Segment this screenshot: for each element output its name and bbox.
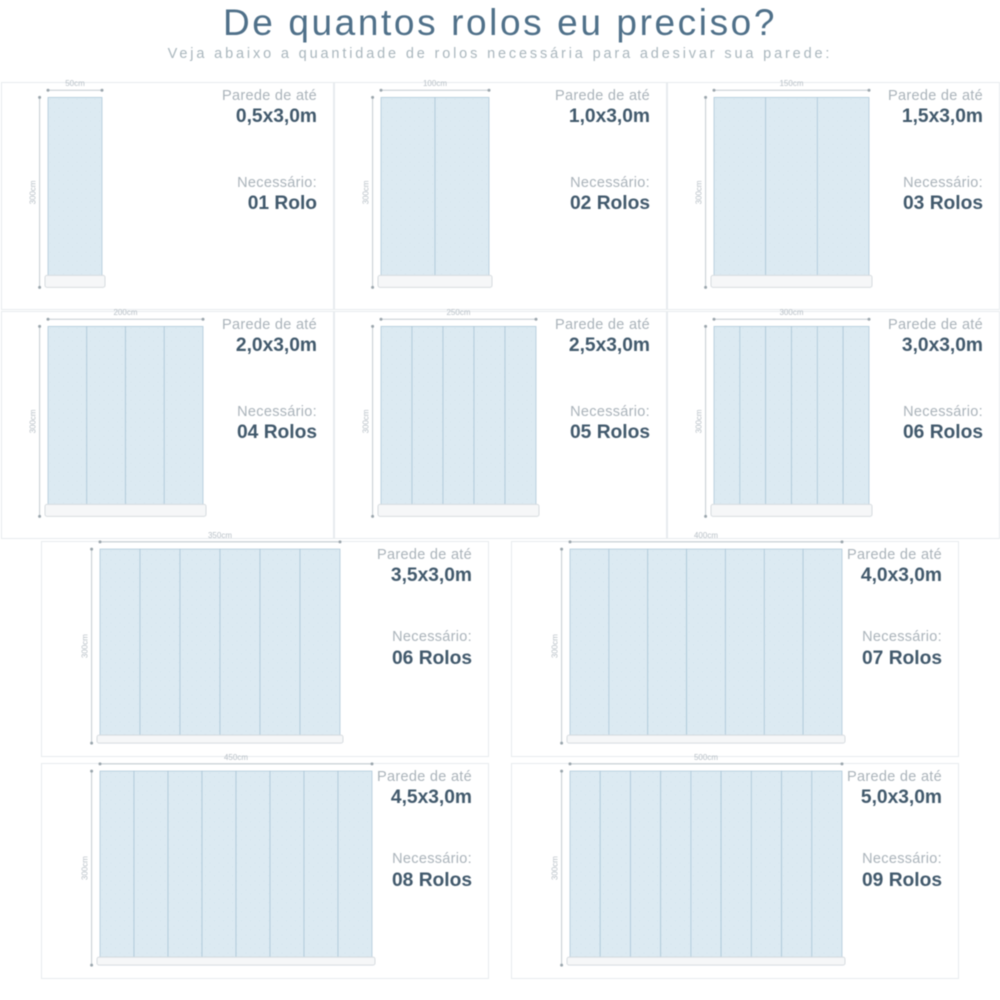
svg-text:300cm: 300cm [551, 634, 560, 658]
svg-text:450cm: 450cm [224, 753, 248, 762]
svg-text:50cm: 50cm [65, 79, 85, 88]
svg-text:300cm: 300cm [81, 856, 90, 880]
svg-text:250cm: 250cm [446, 308, 470, 317]
svg-text:350cm: 350cm [208, 531, 232, 540]
svg-text:200cm: 200cm [113, 308, 137, 317]
svg-text:300cm: 300cm [362, 409, 371, 433]
svg-text:150cm: 150cm [779, 79, 803, 88]
svg-text:300cm: 300cm [695, 409, 704, 433]
svg-text:300cm: 300cm [81, 634, 90, 658]
svg-text:300cm: 300cm [695, 180, 704, 204]
svg-text:500cm: 500cm [694, 753, 718, 762]
svg-text:400cm: 400cm [694, 531, 718, 540]
svg-text:300cm: 300cm [29, 409, 38, 433]
svg-text:300cm: 300cm [779, 308, 803, 317]
svg-text:300cm: 300cm [551, 856, 560, 880]
svg-text:100cm: 100cm [423, 79, 447, 88]
svg-text:300cm: 300cm [29, 180, 38, 204]
svg-text:300cm: 300cm [362, 180, 371, 204]
